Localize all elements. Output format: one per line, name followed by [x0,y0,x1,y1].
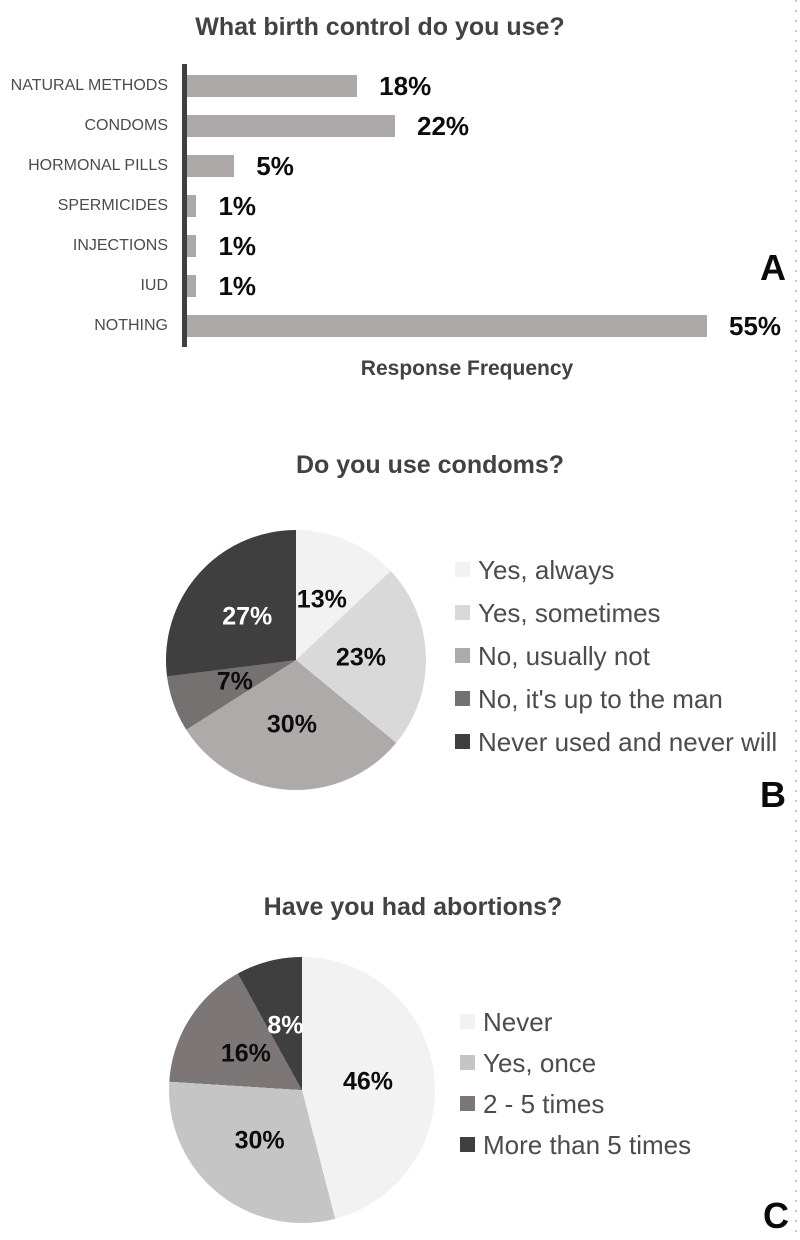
bar-chart-title: What birth control do you use? [195,13,565,41]
pie-slice-label: 7% [216,667,253,696]
legend-label: Never used and never will [478,726,778,757]
legend-swatch [460,1137,475,1152]
legend-swatch [455,734,470,749]
pie-slice-label: 13% [296,585,347,614]
legend-item: More than 5 times [460,1124,691,1165]
category-label: SPERMICIDES [57,197,168,214]
panel-label-a: A [760,247,786,288]
pie-slice-label: 30% [266,710,317,739]
bar [187,155,235,177]
bar [187,235,197,257]
legend-swatch [460,1014,475,1029]
bar [187,195,197,217]
bar-rows: NATURAL METHODS 18% CONDOMS 22% HORMONAL PIL… [0,66,800,346]
bar [187,115,395,137]
legend-item: Never [460,1001,691,1042]
legend-item: Yes, always [455,548,777,591]
legend-label: No, it's up to the man [478,683,723,714]
pie-abortions-title: Have you had abortions? [263,893,563,921]
legend-item: No, usually not [455,634,777,677]
category-label: INJECTIONS [72,237,168,254]
legend-label: 2 - 5 times [483,1088,605,1119]
legend-item: Yes, once [460,1042,691,1083]
legend-swatch [460,1096,475,1111]
pie-slice-label: 23% [335,643,386,672]
bar-row: INJECTIONS 1% [0,226,800,266]
legend-item: Yes, sometimes [455,591,777,634]
y-axis-line [182,64,187,347]
pie-condoms-title: Do you use condoms? [295,451,565,479]
legend-label: Yes, sometimes [478,597,661,628]
legend-swatch [460,1055,475,1070]
legend-item: No, it's up to the man [455,677,777,720]
bar-row: NATURAL METHODS 18% [0,66,800,106]
bar [187,315,707,337]
legend-swatch [455,605,470,620]
pie-chart-abortions: 46% 30% 16% 8% [169,957,435,1223]
page-edge-dotted-line [795,0,797,1240]
legend-swatch [455,562,470,577]
x-axis-label: Response Frequency [360,357,574,380]
legend-label: More than 5 times [483,1129,692,1160]
pie-slice-label: 8% [267,1011,304,1040]
bar-row: IUD 1% [0,266,800,306]
bar [187,75,358,97]
bar-row: HORMONAL PILLS 5% [0,146,800,186]
category-label: NOTHING [94,317,168,334]
value-label: 22% [417,110,470,141]
legend-abortions: Never Yes, once 2 - 5 times More than 5 tim… [460,1001,691,1165]
value-label: 1% [218,270,257,301]
category-label: NATURAL METHODS [10,77,168,94]
legend-swatch [455,691,470,706]
pie-chart-condoms: 13% 23% 30% 7% 27% [166,530,426,790]
value-label: 1% [218,230,257,261]
category-label: IUD [140,277,168,294]
legend-label: Yes, always [478,554,615,585]
legend-item: 2 - 5 times [460,1083,691,1124]
pie-slice-label: 30% [234,1126,285,1155]
pie-slice-label: 46% [342,1067,393,1096]
pie-slice-label: 16% [220,1039,271,1068]
value-label: 18% [379,70,432,101]
legend-label: No, usually not [478,640,650,671]
value-label: 55% [729,310,782,341]
value-label: 5% [256,150,294,181]
category-label: HORMONAL PILLS [28,157,168,174]
legend-condoms: Yes, always Yes, sometimes No, usually not… [455,548,777,763]
category-label: CONDOMS [84,117,168,134]
bar-row: NOTHING 55% [0,306,800,346]
bar-row: CONDOMS 22% [0,106,800,146]
legend-label: Never [483,1006,553,1037]
bar-row: SPERMICIDES 1% [0,186,800,226]
panel-label-b: B [760,774,786,815]
bar [187,275,197,297]
pie-slice-label: 27% [222,602,273,631]
legend-swatch [455,648,470,663]
legend-label: Yes, once [483,1047,597,1078]
legend-item: Never used and never will [455,720,777,763]
panel-label-c: C [763,1195,789,1236]
value-label: 1% [218,190,257,221]
